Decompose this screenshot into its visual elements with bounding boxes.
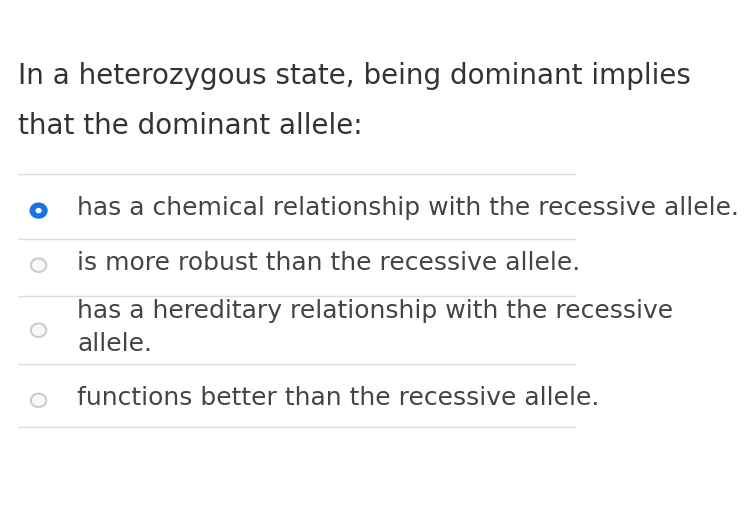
Circle shape xyxy=(31,323,46,337)
Text: functions better than the recessive allele.: functions better than the recessive alle… xyxy=(77,386,599,410)
Circle shape xyxy=(31,258,46,272)
Text: has a chemical relationship with the recessive allele.: has a chemical relationship with the rec… xyxy=(77,196,740,220)
Text: that the dominant allele:: that the dominant allele: xyxy=(18,112,362,140)
Circle shape xyxy=(35,208,42,213)
Circle shape xyxy=(31,394,46,407)
Text: is more robust than the recessive allele.: is more robust than the recessive allele… xyxy=(77,251,580,275)
Text: In a heterozygous state, being dominant implies: In a heterozygous state, being dominant … xyxy=(18,62,691,90)
Circle shape xyxy=(31,204,46,217)
Text: has a hereditary relationship with the recessive
allele.: has a hereditary relationship with the r… xyxy=(77,299,674,356)
